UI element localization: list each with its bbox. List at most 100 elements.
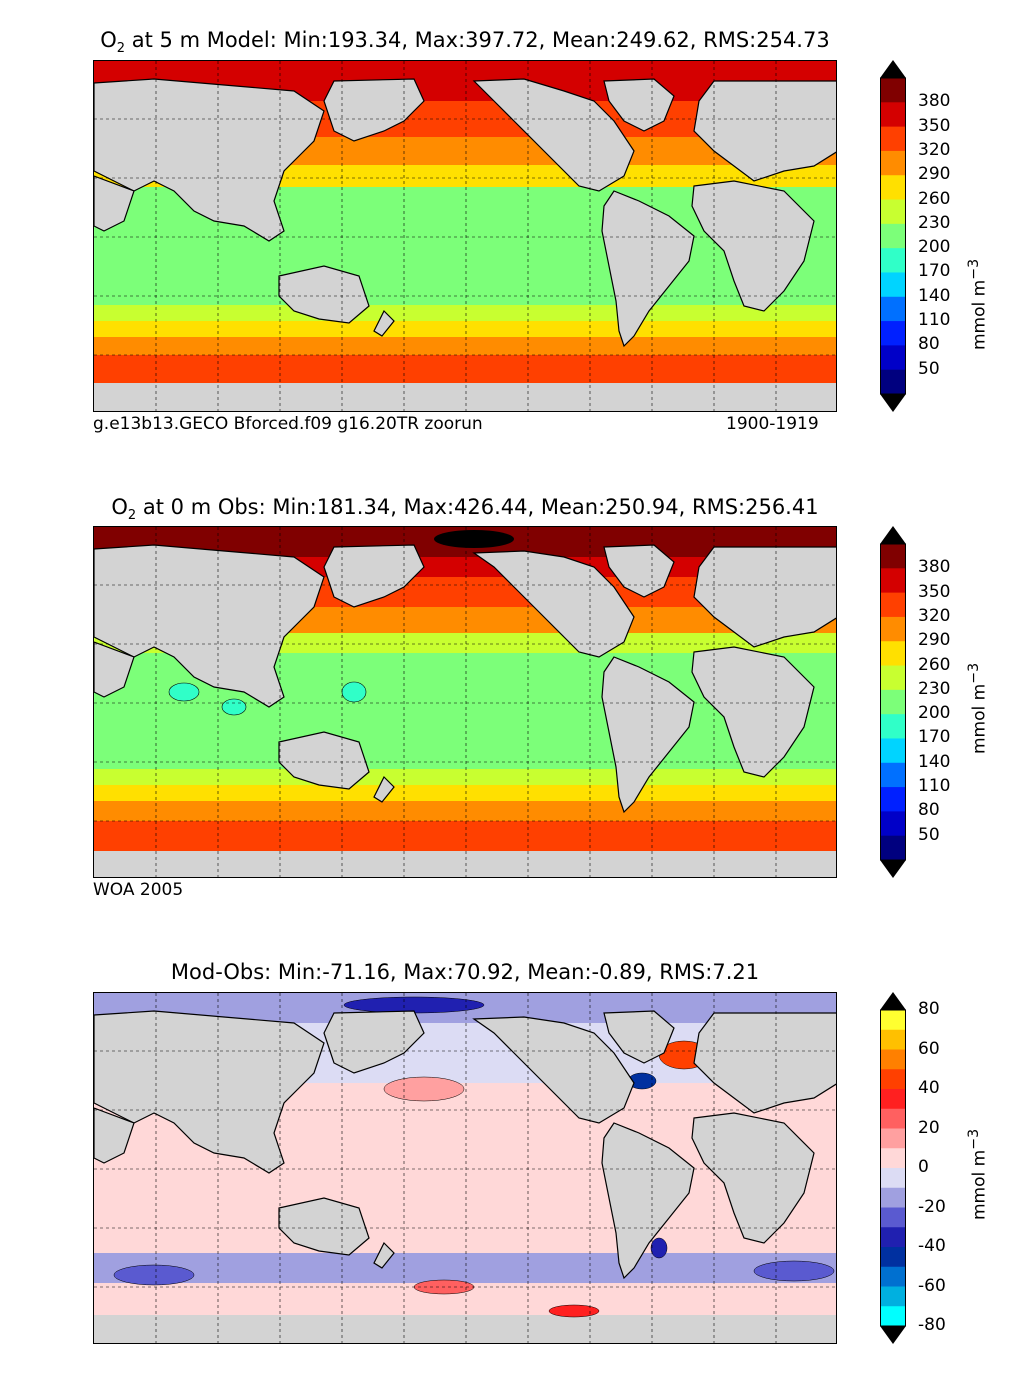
colorbar-tick-label: -40 [918, 1236, 946, 1256]
colorbar-swatch [880, 369, 906, 395]
colorbar-tick-label: 380 [918, 91, 951, 112]
colorbar-extend-min [880, 860, 906, 878]
colorbar-swatch [880, 665, 906, 691]
colorbar-swatch [880, 714, 906, 739]
band-southern-ocean [94, 355, 836, 383]
colorbar-swatch [880, 1187, 906, 1208]
colorbar-swatch [880, 248, 906, 273]
colorbar-swatch [880, 345, 906, 371]
colorbar-tick-label: 110 [918, 310, 951, 331]
antarctica [94, 383, 836, 411]
colorbar-tick-label: 80 [918, 800, 940, 821]
colorbar-swatch [880, 296, 906, 322]
colorbar-label: mmol m−3 [966, 662, 990, 754]
colorbar-svg [880, 60, 906, 412]
colorbar-tick-label: 80 [918, 334, 940, 355]
colorbar-tick-label: 230 [918, 212, 951, 233]
colorbar-tick-label: 350 [918, 115, 951, 136]
band-south-high [94, 337, 836, 355]
colorbar-extend-max [880, 60, 906, 78]
colorbar-tick-label: -80 [918, 1315, 946, 1335]
continents [94, 544, 836, 814]
colorbar-tick-label: 320 [918, 139, 951, 160]
colorbar-label: mmol m−3 [966, 258, 990, 350]
colorbar-tick-label: 0 [918, 1157, 929, 1177]
colorbar-swatch [880, 1168, 906, 1189]
band-south-sub [94, 769, 836, 785]
colorbar-swatch [880, 738, 906, 764]
colorbar-tick-label: -20 [918, 1196, 946, 1217]
panel-title: Mod-Obs: Min:-71.16, Max:70.92, Mean:-0.… [170, 960, 760, 984]
colorbar-tick-label: 170 [918, 727, 951, 748]
colorbar-swatch [880, 1049, 906, 1070]
colorbar-tick-label: 50 [918, 358, 940, 379]
colorbar: 80 60 40 20 0 -20 -40 -60 -80 mmol m−3 [880, 992, 990, 1348]
colorbar-swatch [880, 544, 906, 569]
colorbar-label: mmol m−3 [966, 1128, 990, 1220]
colorbar-tick-label: 140 [918, 285, 951, 306]
colorbar-swatch [880, 1029, 906, 1050]
colorbar-swatch [880, 1306, 906, 1327]
colorbar-swatch [880, 1247, 906, 1268]
colorbar-swatch [880, 126, 906, 152]
colorbar-svg [880, 526, 906, 878]
colorbar-swatch [880, 272, 906, 298]
band-south-sub [94, 305, 836, 321]
map-diff-svg [94, 993, 836, 1343]
colorbar-tick-label: 260 [918, 654, 951, 675]
band-south-mid [94, 321, 836, 337]
colorbar-swatch [880, 102, 906, 128]
black-max-patch [434, 530, 514, 548]
colorbar-swatch [880, 641, 906, 667]
colorbar-swatch [880, 1128, 906, 1149]
colorbar-extend-max [880, 992, 906, 1010]
colorbar-swatch [880, 1227, 906, 1248]
colorbar-swatch [880, 1069, 906, 1090]
antarctica [94, 851, 836, 877]
colorbar-swatch [880, 1108, 906, 1129]
colorbar-extend-min [880, 394, 906, 412]
colorbar-swatch [880, 616, 906, 642]
colorbar-tick-label: 170 [918, 261, 951, 282]
antarctica [94, 1315, 836, 1343]
colorbar-tick-label: 200 [918, 237, 951, 258]
colorbar-tick-label: 380 [918, 557, 951, 578]
colorbar-swatch [880, 1089, 906, 1110]
colorbar-swatch [880, 689, 906, 715]
map-model-svg [94, 61, 836, 411]
colorbar-tick-label: 350 [918, 581, 951, 602]
colorbar-swatch [880, 1010, 906, 1031]
panel-title: O2 at 0 m Obs: Min:181.34, Max:426.44, M… [111, 495, 819, 524]
map-plot [93, 992, 837, 1344]
colorbar-swatch [880, 835, 906, 861]
colorbar-tick-label: 200 [918, 703, 951, 724]
colorbar-swatch [880, 199, 906, 225]
gridlines [94, 527, 836, 877]
colorbar-swatch [880, 1266, 906, 1287]
colorbar-swatch [880, 1286, 906, 1307]
colorbar-swatch [880, 787, 906, 812]
continents [94, 1010, 836, 1280]
colorbar-swatch [880, 321, 906, 346]
band-southern-ocean [94, 821, 836, 851]
colorbar-tick-label: 40 [918, 1078, 940, 1098]
colorbar-swatch [880, 78, 906, 103]
colorbar-swatch [880, 1148, 906, 1169]
band-south-high [94, 801, 836, 821]
colorbar-frame [880, 1009, 906, 1327]
colorbar-extend-min [880, 1326, 906, 1344]
dataset-name: WOA 2005 [93, 880, 184, 900]
colorbar-tick-label: 290 [918, 630, 951, 651]
colorbar-svg [880, 992, 906, 1344]
continents [94, 78, 836, 348]
colorbar-tick-label: 110 [918, 776, 951, 797]
colorbar-tick-label: 290 [918, 164, 951, 185]
colorbar-tick-label: 140 [918, 751, 951, 772]
colorbar-tick-label: 80 [918, 999, 940, 1019]
colorbar-tick-label: 320 [918, 605, 951, 626]
map-plot [93, 526, 837, 878]
colorbar: 380 350 320 290 260 230 200 170 140 110 80 50 mmol … [880, 526, 990, 882]
colorbar-extend-max [880, 526, 906, 544]
gridlines [94, 61, 836, 411]
period: 1900-1919 [726, 414, 819, 434]
